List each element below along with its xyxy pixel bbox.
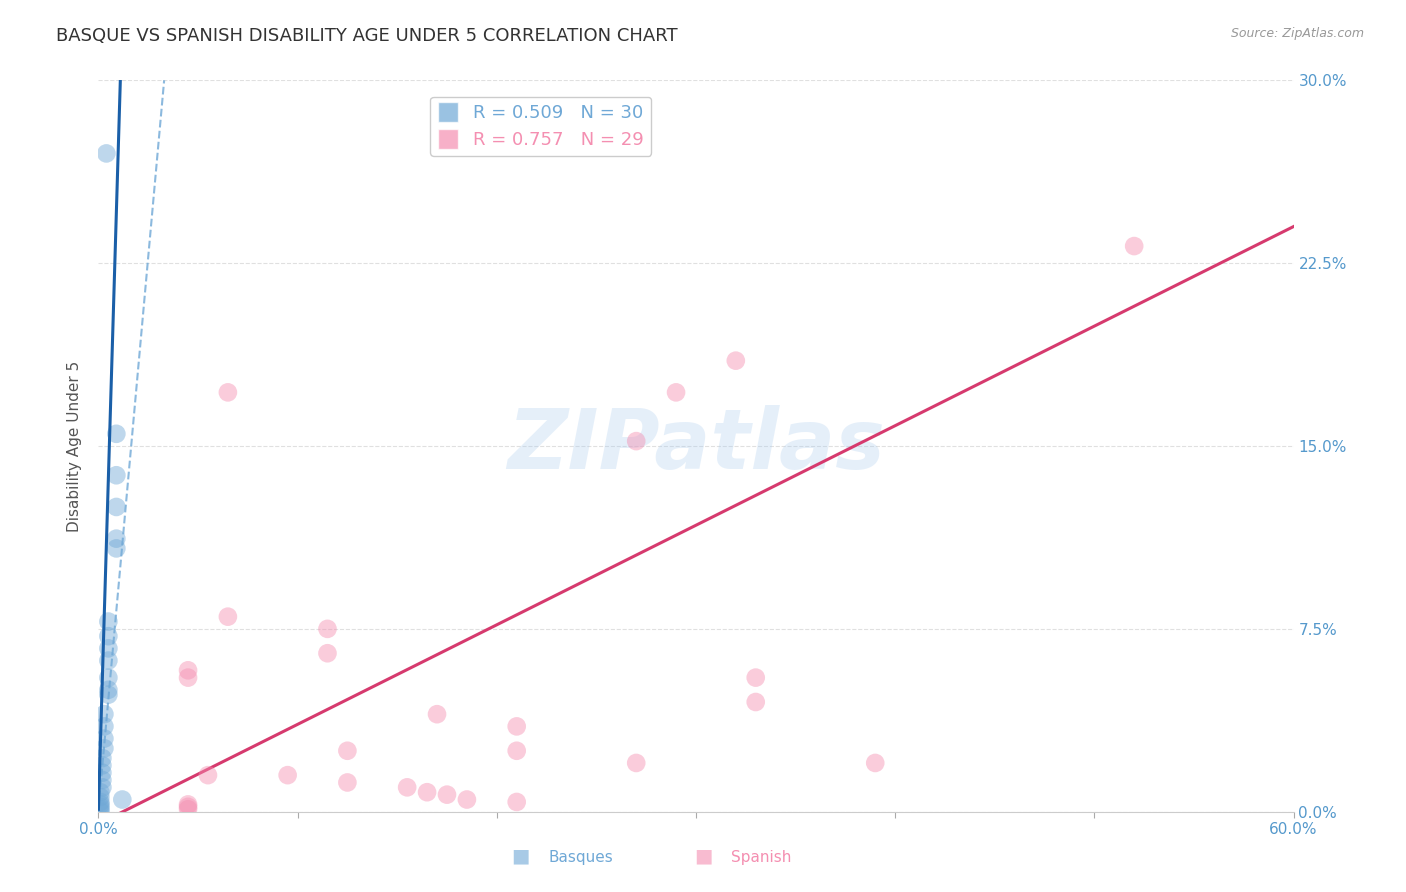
Point	[105, 468, 128, 483]
Point	[97, 688, 120, 702]
Text: Spanish: Spanish	[731, 850, 792, 865]
Point	[177, 663, 200, 677]
Point	[456, 792, 478, 806]
Legend: R = 0.509   N = 30, R = 0.757   N = 29: R = 0.509 N = 30, R = 0.757 N = 29	[430, 96, 651, 156]
Point	[105, 500, 128, 514]
Point	[506, 744, 529, 758]
Point	[626, 434, 648, 449]
Point	[89, 795, 111, 809]
Point	[93, 707, 115, 722]
Point	[217, 385, 239, 400]
Point	[91, 772, 114, 787]
Point	[105, 541, 128, 556]
Point	[426, 707, 449, 722]
Point	[89, 785, 111, 799]
Point	[177, 802, 200, 816]
Point	[93, 719, 115, 733]
Point	[277, 768, 299, 782]
Point	[105, 532, 128, 546]
Text: Source: ZipAtlas.com: Source: ZipAtlas.com	[1230, 27, 1364, 40]
Point	[217, 609, 239, 624]
Point	[91, 758, 114, 772]
Point	[93, 731, 115, 746]
Point	[177, 797, 200, 812]
Point	[89, 805, 111, 819]
Point	[111, 792, 134, 806]
Text: ZIPatlas: ZIPatlas	[508, 406, 884, 486]
Point	[97, 641, 120, 656]
Point	[177, 800, 200, 814]
Point	[416, 785, 439, 799]
Point	[89, 802, 111, 816]
Point	[626, 756, 648, 770]
Text: ■: ■	[510, 847, 530, 865]
Point	[91, 765, 114, 780]
Point	[396, 780, 419, 795]
Point	[97, 654, 120, 668]
Point	[89, 800, 111, 814]
Point	[745, 695, 768, 709]
Point	[745, 671, 768, 685]
Point	[506, 719, 529, 733]
Point	[316, 646, 339, 660]
Point	[96, 146, 118, 161]
Point	[97, 615, 120, 629]
Point	[336, 775, 359, 789]
Point	[89, 790, 111, 805]
Point	[1123, 239, 1146, 253]
Text: Basques: Basques	[548, 850, 613, 865]
Point	[91, 751, 114, 765]
Point	[724, 353, 747, 368]
Point	[177, 671, 200, 685]
Text: ■: ■	[693, 847, 713, 865]
Point	[97, 682, 120, 697]
Point	[97, 629, 120, 643]
Point	[89, 797, 111, 812]
Y-axis label: Disability Age Under 5: Disability Age Under 5	[67, 360, 83, 532]
Text: BASQUE VS SPANISH DISABILITY AGE UNDER 5 CORRELATION CHART: BASQUE VS SPANISH DISABILITY AGE UNDER 5…	[56, 27, 678, 45]
Point	[93, 741, 115, 756]
Point	[506, 795, 529, 809]
Point	[105, 426, 128, 441]
Point	[665, 385, 688, 400]
Point	[97, 671, 120, 685]
Point	[336, 744, 359, 758]
Point	[91, 780, 114, 795]
Point	[865, 756, 887, 770]
Point	[316, 622, 339, 636]
Point	[197, 768, 219, 782]
Point	[436, 788, 458, 802]
